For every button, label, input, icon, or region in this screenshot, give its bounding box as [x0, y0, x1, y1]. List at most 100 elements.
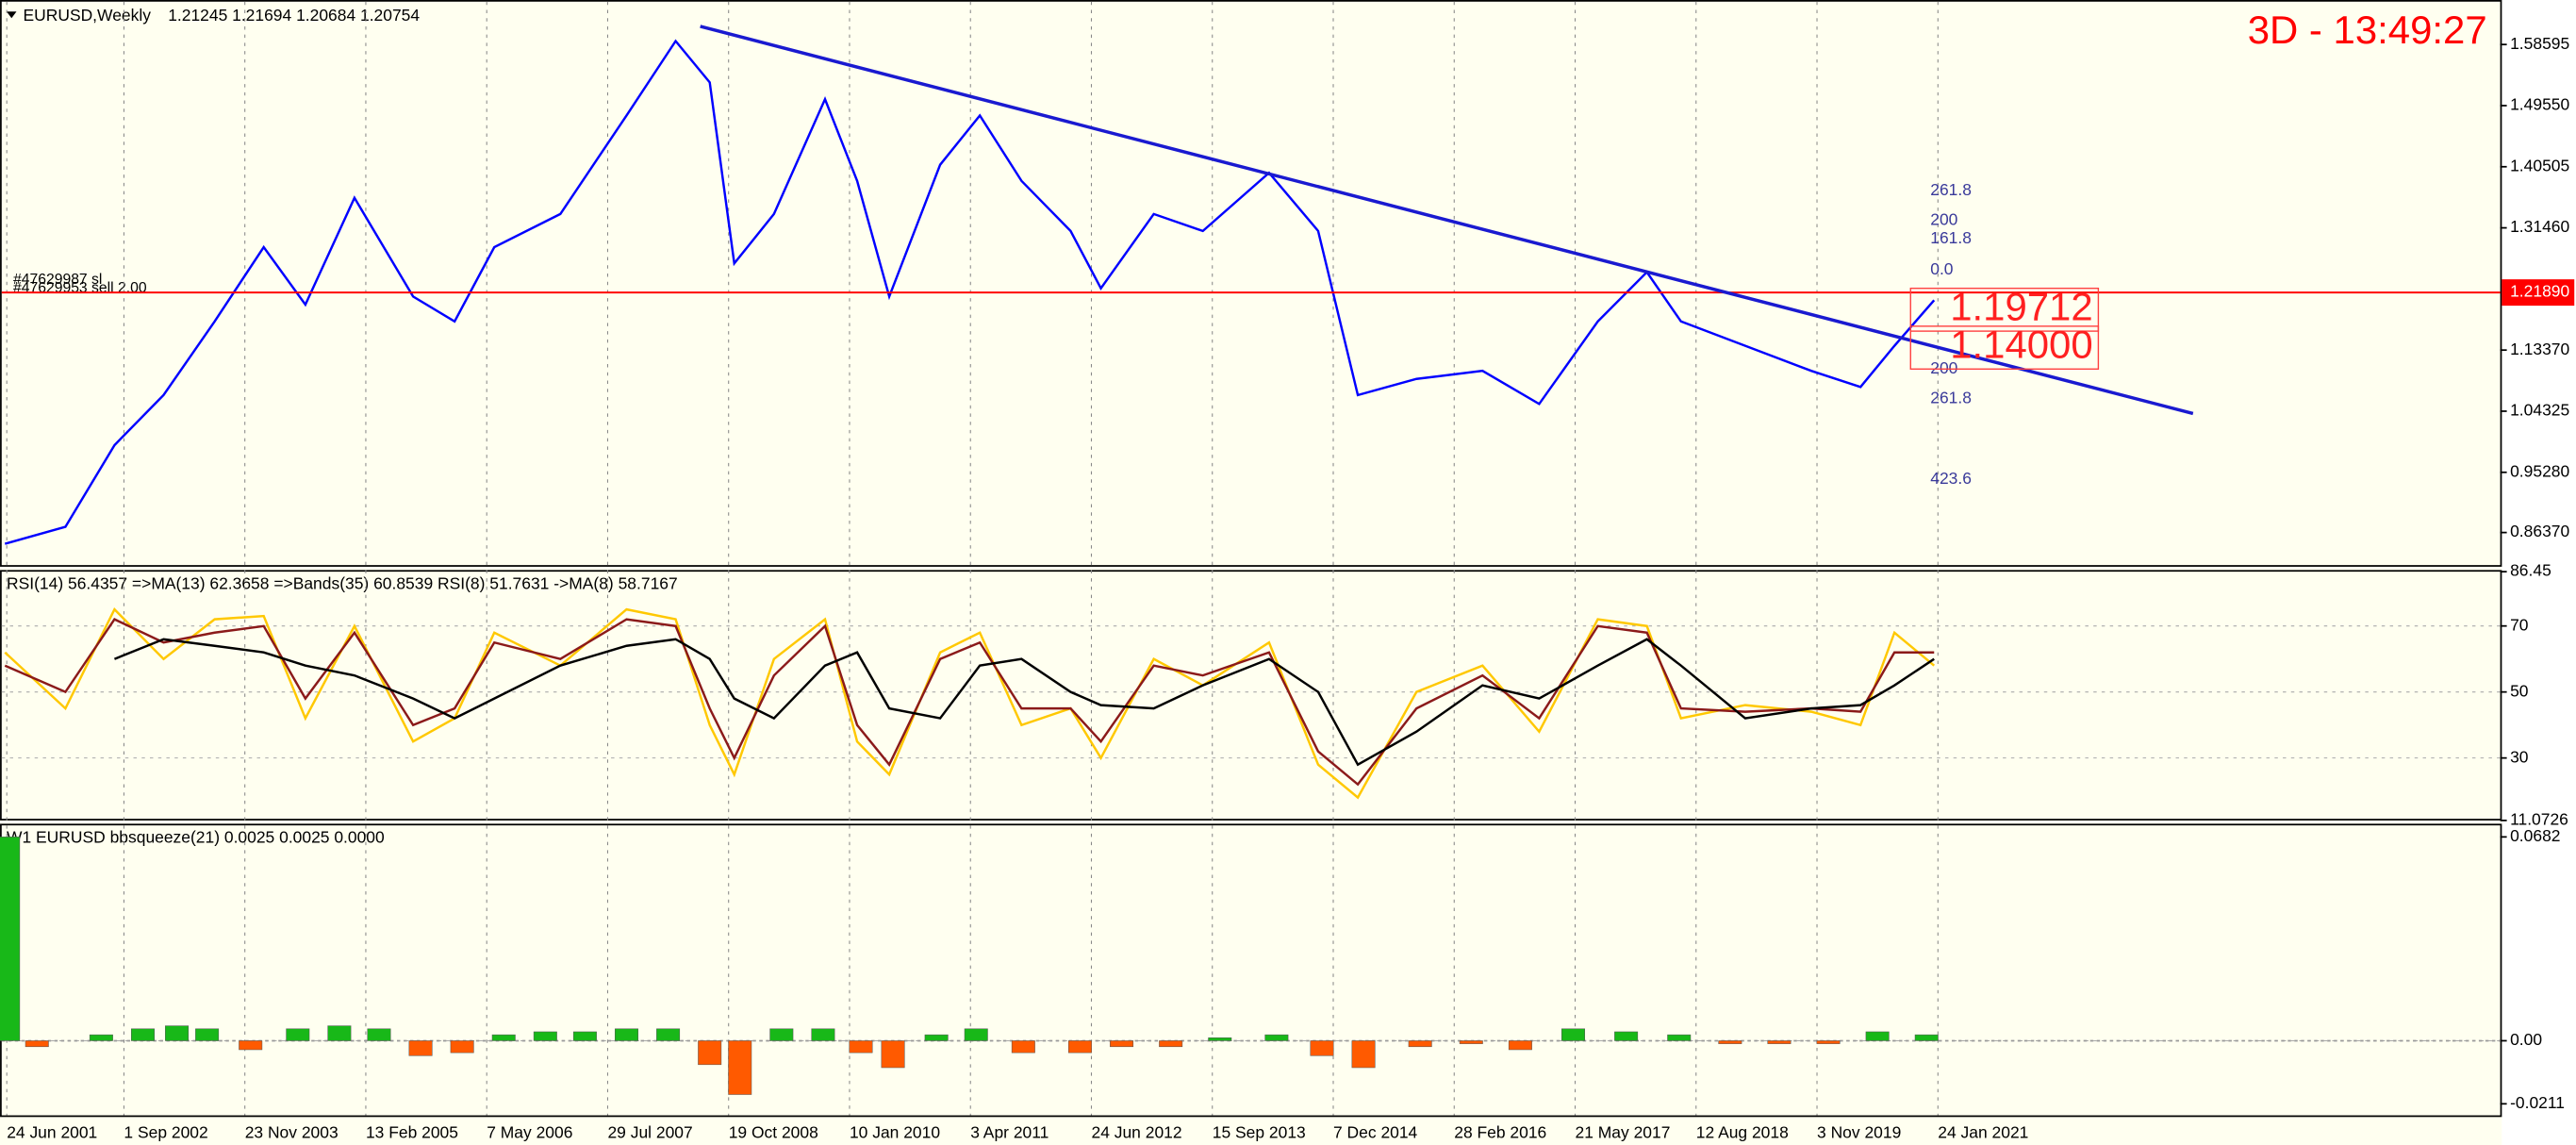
fib-label: 261.8	[1930, 388, 1972, 407]
x-tick-label: 7 May 2006	[487, 1122, 572, 1141]
histogram-bar	[656, 1028, 681, 1041]
histogram-bar	[0, 837, 21, 1041]
x-tick-label: 15 Sep 2013	[1213, 1122, 1306, 1141]
y-tick-label: -0.0211	[2510, 1093, 2565, 1112]
timer: 3D - 13:49:27	[2248, 8, 2487, 52]
histogram-bar	[1351, 1040, 1376, 1069]
fib-label: 200	[1930, 210, 1957, 229]
y-tick-label: 1.31460	[2510, 217, 2569, 236]
x-tick-label: 10 Jan 2010	[850, 1122, 940, 1141]
histogram-bar	[165, 1025, 190, 1041]
histogram-bar	[811, 1028, 835, 1041]
price-box-label: 1.21890	[2510, 282, 2569, 301]
histogram-bar	[450, 1040, 474, 1054]
x-tick-label: 12 Aug 2018	[1696, 1122, 1789, 1141]
x-tick-label: 23 Nov 2003	[245, 1122, 339, 1141]
histogram-bar	[1561, 1028, 1585, 1041]
squeeze-title: W1 EURUSD bbsqueeze(21) 0.0025 0.0025 0.…	[7, 828, 385, 847]
ohlc: 1.21245 1.21694 1.20684 1.20754	[168, 6, 420, 25]
fib-label: 200	[1930, 358, 1957, 377]
order-box	[1909, 325, 2100, 370]
y-tick-label: 11.0726	[2510, 809, 2568, 828]
y-tick-label: 1.40505	[2510, 156, 2569, 174]
histogram-bar	[286, 1028, 310, 1041]
histogram-bar	[327, 1025, 352, 1041]
histogram-bar	[1865, 1031, 1890, 1041]
x-tick-label: 3 Nov 2019	[1817, 1122, 1901, 1141]
histogram-bar	[1667, 1034, 1692, 1041]
histogram-bar	[491, 1034, 516, 1041]
fib-label: 161.8	[1930, 228, 1972, 247]
histogram-bar	[1159, 1040, 1183, 1048]
symbol: EURUSD,Weekly	[23, 6, 151, 25]
x-tick-label: 19 Oct 2008	[729, 1122, 818, 1141]
histogram-bar	[1614, 1031, 1639, 1041]
y-tick-label: 1.13370	[2510, 340, 2569, 358]
x-tick-label: 29 Jul 2007	[607, 1122, 692, 1141]
order-price: 1.19712	[1950, 284, 2092, 328]
order-label: #47629953 sell 2.00	[13, 280, 147, 296]
histogram-bar	[1067, 1040, 1092, 1054]
y-tick-label: 1.58595	[2510, 34, 2569, 53]
series-line	[4, 607, 1936, 800]
histogram-bar	[1208, 1037, 1232, 1041]
y-tick-label: 30	[2510, 747, 2529, 766]
main-panel	[0, 0, 2502, 567]
histogram-bar	[367, 1028, 391, 1041]
histogram-bar	[1011, 1040, 1035, 1054]
histogram-bar	[849, 1040, 873, 1054]
fib-label: 423.6	[1930, 469, 1972, 488]
order-price: 1.14000	[1950, 323, 2092, 367]
y-tick-label: 0.86370	[2510, 522, 2569, 540]
histogram-bar	[195, 1028, 220, 1041]
histogram-bar	[881, 1040, 905, 1069]
y-tick-label: 1.04325	[2510, 401, 2569, 420]
menu-triangle[interactable]	[7, 11, 17, 19]
x-tick-label: 24 Jun 2012	[1091, 1122, 1181, 1141]
x-tick-label: 24 Jan 2021	[1938, 1122, 2028, 1141]
histogram-bar	[698, 1040, 722, 1066]
order-label: #47629987 sl	[13, 272, 102, 288]
histogram-bar	[1110, 1040, 1134, 1048]
y-tick-label: 70	[2510, 615, 2529, 634]
histogram-bar	[239, 1040, 263, 1051]
x-tick-label: 3 Apr 2011	[970, 1122, 1049, 1141]
histogram-bar	[924, 1034, 949, 1041]
histogram-bar	[1816, 1040, 1841, 1044]
rsi-title: RSI(14) 56.4357 =>MA(13) 62.3658 =>Bands…	[7, 574, 678, 593]
histogram-bar	[89, 1034, 113, 1041]
histogram-bar	[769, 1028, 794, 1041]
series-line	[113, 638, 1935, 767]
histogram-bar	[1914, 1034, 1939, 1041]
y-tick-label: 0.95280	[2510, 461, 2569, 480]
histogram-bar	[572, 1031, 597, 1041]
fib-label: 0.0	[1930, 259, 1954, 278]
histogram-bar	[1508, 1040, 1532, 1051]
y-tick-label: 0.00	[2510, 1030, 2542, 1049]
y-tick-label: 86.45	[2510, 561, 2551, 580]
price-box	[2502, 279, 2575, 307]
series-line	[4, 39, 1936, 545]
fib-label: 261.8	[1930, 180, 1972, 199]
histogram-bar	[1459, 1040, 1483, 1044]
x-tick-label: 24 Jun 2001	[7, 1122, 97, 1141]
y-tick-label: 0.0682	[2510, 826, 2560, 845]
histogram-bar	[1767, 1040, 1792, 1044]
price-scale	[2502, 0, 2576, 1145]
x-tick-label: 7 Dec 2014	[1333, 1122, 1418, 1141]
histogram-bar	[728, 1040, 752, 1095]
y-tick-label: 50	[2510, 681, 2529, 700]
histogram-bar	[615, 1028, 638, 1041]
histogram-bar	[533, 1031, 557, 1041]
histogram-bar	[1408, 1040, 1432, 1048]
histogram-bar	[1310, 1040, 1334, 1056]
series-line	[4, 618, 1935, 787]
order-box	[1909, 287, 2100, 332]
x-tick-label: 1 Sep 2002	[124, 1122, 207, 1141]
histogram-bar	[25, 1040, 49, 1048]
y-tick-label: 1.49550	[2510, 95, 2569, 114]
histogram-bar	[130, 1028, 155, 1041]
x-tick-label: 21 May 2017	[1576, 1122, 1671, 1141]
